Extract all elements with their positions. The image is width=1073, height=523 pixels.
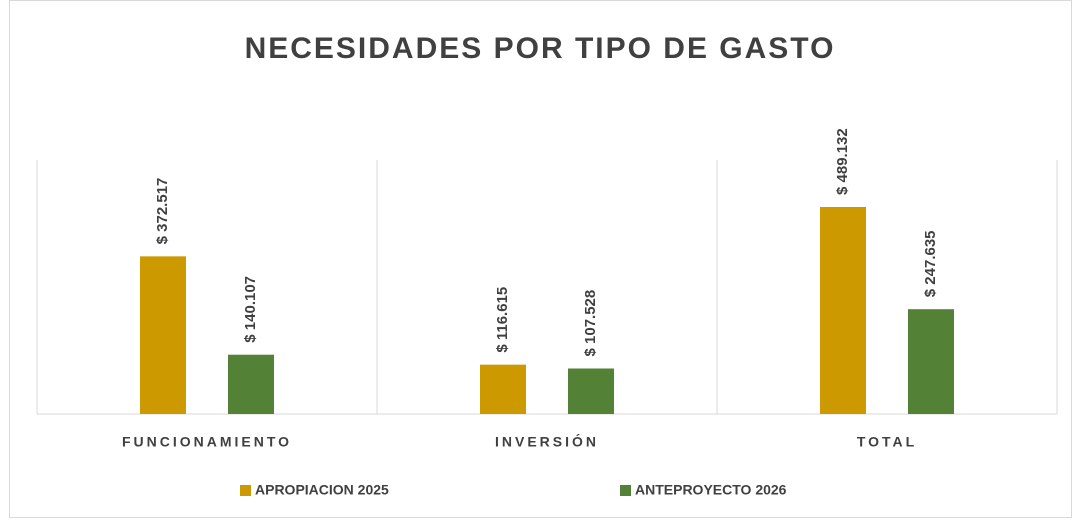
x-tick-label: INVERSIÓN xyxy=(495,433,599,450)
bar xyxy=(820,207,866,414)
legend-swatch xyxy=(620,485,631,496)
x-tick-label: FUNCIONAMIENTO xyxy=(122,434,292,450)
legend-label: APROPIACION 2025 xyxy=(255,482,389,498)
data-label: $ 247.635 xyxy=(922,230,939,297)
bar xyxy=(568,368,614,414)
data-label: $ 140.107 xyxy=(242,276,259,343)
legend-label: ANTEPROYECTO 2026 xyxy=(635,482,787,498)
bar xyxy=(140,256,186,414)
data-label: $ 372.517 xyxy=(154,178,171,245)
data-label: $ 116.615 xyxy=(494,287,511,353)
data-label: $ 107.528 xyxy=(582,290,599,357)
chart-title: NECESIDADES POR TIPO DE GASTO xyxy=(245,32,836,65)
x-tick-label: TOTAL xyxy=(857,434,917,450)
chart-frame xyxy=(9,0,1072,518)
data-label: $ 489.132 xyxy=(834,128,851,195)
legend-swatch xyxy=(240,485,251,496)
bar xyxy=(480,364,526,414)
bar xyxy=(228,354,274,414)
bar xyxy=(908,309,954,414)
